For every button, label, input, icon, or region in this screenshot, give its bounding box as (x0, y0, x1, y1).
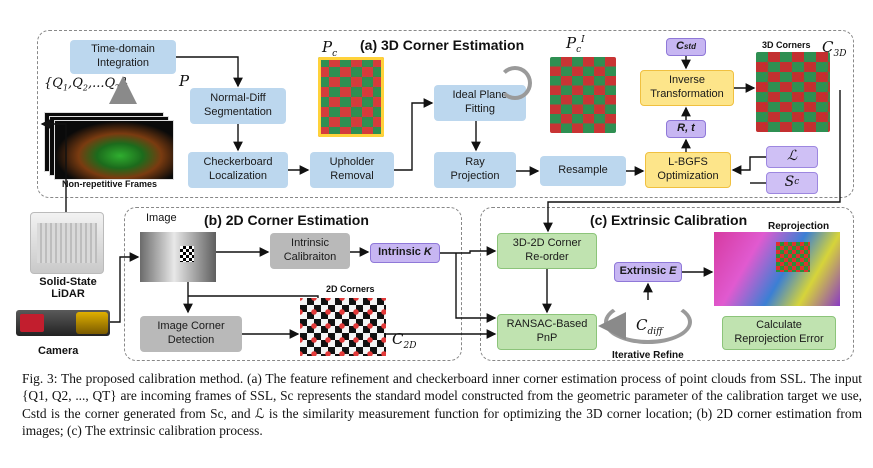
flow-arrows (40, 56, 841, 340)
checkerboard-pointcloud-pc-prime (550, 57, 616, 133)
intrinsic-calibration-box: Intrinsic Calibraiton (270, 233, 350, 269)
corner-reorder-box: 3D-2D Corner Re-order (497, 233, 597, 269)
figure-caption: Fig. 3: The proposed calibration method.… (22, 371, 862, 439)
image-corner-detection-box: Image Corner Detection (140, 316, 242, 352)
camera-image (140, 232, 216, 282)
section-a-title: (a) 3D Corner Estimation (360, 37, 525, 53)
section-a-frame (37, 30, 854, 198)
corners-2d-image (300, 298, 386, 356)
image-label: Image (146, 212, 177, 224)
Pc-prime-label: PcI (566, 34, 585, 55)
arrow-l-to-lbgfs (731, 156, 766, 175)
inverse-transformation-box: Inverse Transformation (640, 70, 734, 106)
Pc-label: Pc (322, 38, 338, 59)
time-domain-integration-box: Time-domain Integration (70, 40, 176, 74)
resample-box: Resample (540, 156, 626, 186)
arrow-upholder-to-plane (394, 98, 434, 171)
arrow-corners-to-reorder (543, 90, 841, 233)
ray-projection-box: Ray Projection (434, 152, 516, 188)
arrow-k-to-reorder (440, 246, 497, 256)
normal-diff-segmentation-box: Normal-Diff Segmentation (190, 88, 286, 124)
checkerboard-localization-box: Checkerboard Localization (188, 152, 288, 188)
corners-3d-image (756, 52, 830, 132)
r-t-box: R, t (666, 120, 706, 138)
C2D-label: C2D (392, 330, 417, 351)
reprojection-image (714, 232, 840, 306)
camera-device (16, 310, 110, 336)
section-b-title: (b) 2D Corner Estimation (204, 212, 369, 228)
section-c-frame (480, 207, 854, 361)
checkerboard-pointcloud-pc (318, 57, 384, 137)
arrow-integration-to-segmentation (176, 56, 243, 88)
ideal-plane-fitting-box: Ideal Plane Fitting (434, 85, 526, 121)
corners-3d-label: 3D Corners (762, 40, 811, 50)
lbgfs-optimization-box: L-BGFS Optimization (645, 152, 731, 188)
lidar-device (30, 212, 104, 274)
refine-loop-icon (498, 66, 532, 100)
P-label: P (179, 72, 190, 90)
Cdiff-label: Cdiff (636, 316, 663, 337)
calculate-reprojection-error-box: Calculate Reprojection Error (722, 316, 836, 350)
section-c-title: (c) Extrinsic Calibration (590, 212, 748, 228)
upholder-removal-box: Upholder Removal (310, 152, 394, 188)
reprojection-label: Reprojection (768, 221, 830, 232)
similarity-function-box: ℒ (766, 146, 818, 168)
C3D-label: C3D (822, 38, 847, 59)
ransac-pnp-box: RANSAC-Based PnP (497, 314, 597, 350)
iterative-refine-label: Iterative Refine (612, 350, 684, 361)
extrinsic-e-box: Extrinsic E (614, 262, 682, 282)
camera-label: Camera (38, 345, 79, 357)
arrow-camera-to-image (110, 252, 140, 323)
section-b-frame (124, 207, 462, 361)
arrow-k-to-ransac (455, 253, 497, 323)
non-repetitive-frames-label: Non-repetitive Frames (62, 179, 158, 189)
arrow-lidar-to-frames (40, 119, 67, 212)
point-cloud-frames (44, 112, 176, 180)
lidar-label: Solid-State LiDAR (39, 276, 97, 300)
intrinsic-k-box: Intrinsic K (370, 243, 440, 263)
corners-2d-label: 2D Corners (326, 284, 375, 294)
